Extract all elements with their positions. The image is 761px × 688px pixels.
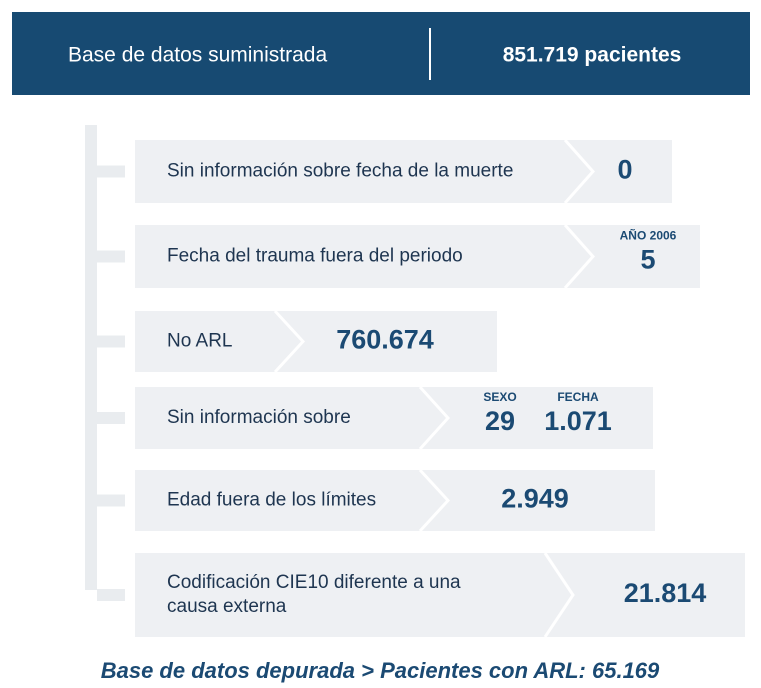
- chevron: [418, 468, 451, 533]
- tree-branch: [97, 250, 125, 263]
- chevron: [563, 139, 596, 204]
- row-label: No ARL: [167, 331, 232, 352]
- row-label: Codificación CIE10 diferente a una: [167, 572, 461, 593]
- tree-branch: [97, 412, 125, 424]
- item-value: 21.814: [624, 578, 707, 608]
- row-label: causa externa: [167, 596, 287, 617]
- header-total: 851.719 pacientes: [503, 44, 682, 67]
- footer: Base de datos depurada > Pacientes con A…: [101, 658, 660, 683]
- chevron: [273, 309, 306, 374]
- chevron: [543, 552, 575, 638]
- item-label: SEXO: [483, 390, 516, 404]
- row-box: [135, 311, 497, 372]
- row-box: [135, 225, 700, 288]
- chevron: [563, 224, 596, 289]
- row-box: [135, 387, 653, 449]
- item-value: 1.071: [544, 406, 612, 436]
- item-label: AÑO 2006: [620, 228, 677, 243]
- tree-branch: [97, 589, 125, 601]
- tree-branch: [97, 335, 125, 348]
- item-value: 2.949: [501, 484, 569, 514]
- row-box: [135, 140, 672, 203]
- tree-branch: [97, 494, 125, 507]
- header-title: Base de datos suministrada: [68, 44, 327, 67]
- chevron: [418, 385, 451, 451]
- item-value: 5: [640, 245, 655, 275]
- row-label: Sin información sobre: [167, 407, 351, 428]
- row-label: Edad fuera de los límites: [167, 490, 376, 511]
- row-label: Fecha del trauma fuera del periodo: [167, 246, 463, 267]
- tree-trunk: [85, 125, 97, 590]
- row-box: [135, 470, 655, 531]
- header-bar: [12, 12, 750, 95]
- item-value: 0: [617, 155, 632, 185]
- item-value: 29: [485, 406, 515, 436]
- row-box: [135, 553, 745, 637]
- item-value: 760.674: [336, 325, 434, 355]
- row-label: Sin información sobre fecha de la muerte: [167, 161, 513, 182]
- tree-branch: [97, 165, 125, 178]
- item-label: FECHA: [557, 390, 599, 404]
